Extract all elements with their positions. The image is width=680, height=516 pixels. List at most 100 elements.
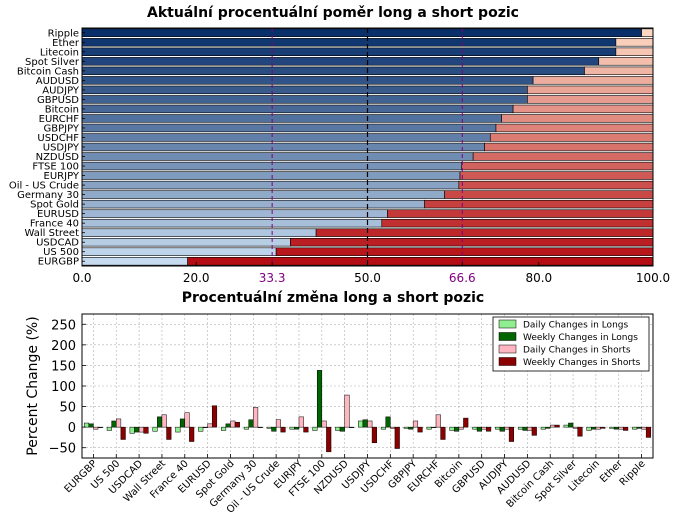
short-bar — [484, 142, 654, 152]
category-label: Oil - US Crude — [9, 181, 79, 192]
legend-swatch — [498, 319, 517, 329]
short-bar — [501, 114, 654, 123]
change-bar — [380, 426, 386, 430]
x-tick-label: 0.0 — [72, 271, 91, 285]
long-bar — [81, 28, 642, 37]
change-bar — [545, 426, 551, 429]
category-label: Spot Silver — [25, 57, 80, 68]
change-bar — [417, 426, 423, 433]
category-label: NZDUSD — [36, 152, 80, 163]
category-label: Litecoin — [40, 47, 79, 58]
change-bar — [499, 426, 505, 432]
change-bar — [211, 405, 218, 428]
long-bar — [81, 171, 461, 180]
change-bar — [179, 418, 186, 428]
short-bar — [641, 28, 654, 37]
short-bar — [527, 85, 654, 95]
change-bar — [152, 426, 158, 432]
change-bar — [349, 426, 355, 428]
change-bar — [316, 370, 323, 428]
change-bar — [280, 426, 286, 433]
long-bar — [81, 190, 445, 199]
change-bar — [522, 426, 528, 431]
change-bar — [321, 420, 327, 428]
category-label: AUDUSD — [36, 76, 80, 87]
change-bar — [234, 421, 240, 428]
change-bar — [189, 426, 195, 442]
long-bar — [81, 38, 617, 47]
category-label: Bitcoin — [45, 104, 79, 115]
category-label: Wall Street — [25, 228, 80, 239]
change-bar — [440, 426, 446, 440]
short-bar — [598, 57, 654, 66]
change-bar — [335, 426, 341, 431]
change-bar — [517, 426, 524, 430]
change-bar — [166, 426, 172, 440]
change-bar — [385, 416, 391, 428]
change-bar — [527, 426, 533, 431]
category-label: AUDJPY — [42, 85, 80, 96]
change-bar — [641, 426, 647, 430]
legend-swatch — [498, 332, 517, 341]
change-bar — [495, 426, 501, 430]
legend-label: Weekly Changes in Shorts — [523, 358, 641, 368]
bottom-y-axis-label: Percent Change (%) — [25, 316, 41, 455]
category-label: GBPJPY — [43, 123, 79, 134]
change-bar — [476, 426, 482, 432]
change-bar — [207, 423, 213, 428]
legend-swatch — [498, 344, 517, 354]
x-tick-label: 100.0 — [636, 271, 670, 285]
change-bar — [632, 426, 638, 430]
long-bar — [81, 247, 277, 256]
change-bar — [303, 426, 309, 433]
change-bar — [83, 422, 90, 428]
category-label: FTSE 100 — [32, 162, 79, 173]
change-bar — [243, 426, 249, 430]
change-bar — [591, 426, 597, 430]
short-bar — [187, 257, 654, 266]
change-bar — [157, 416, 163, 428]
change-bar — [463, 417, 469, 428]
change-bar — [508, 426, 514, 442]
change-bar — [577, 426, 583, 437]
change-bar — [248, 419, 254, 428]
change-bar — [221, 426, 227, 431]
category-label: USDCHF — [37, 133, 79, 144]
change-bar — [531, 426, 537, 436]
category-label: Ripple — [48, 28, 79, 39]
change-bar — [504, 426, 510, 430]
change-bar — [225, 423, 231, 428]
long-bar — [81, 85, 528, 95]
y-tick-label: 250 — [51, 318, 76, 333]
long-bar — [81, 237, 291, 247]
change-bar — [568, 422, 574, 428]
top-bars — [81, 28, 654, 266]
long-bar — [81, 57, 600, 66]
change-bar — [408, 426, 414, 430]
change-bar — [367, 420, 373, 428]
change-bar — [358, 420, 364, 428]
y-tick-label: 200 — [51, 339, 76, 354]
change-bar — [253, 407, 259, 428]
change-bar — [572, 426, 578, 429]
legend-label: Daily Changes in Shorts — [523, 346, 631, 356]
long-bar — [81, 95, 528, 104]
change-bar — [431, 426, 437, 428]
change-bar — [454, 426, 460, 432]
category-label: USDCAD — [36, 238, 79, 249]
long-bar — [81, 152, 474, 161]
category-label: France 40 — [30, 219, 79, 230]
bottom-grid — [82, 314, 653, 458]
change-bar — [623, 426, 629, 431]
change-bar — [116, 418, 122, 428]
top-x-ticks: 0.0 20.0 33.3 50.0 66.6 80.0 100.0 — [72, 262, 670, 285]
legend-swatch — [498, 357, 517, 366]
short-bar — [458, 180, 654, 190]
long-bar — [81, 218, 383, 228]
y-tick-label: 50 — [59, 401, 76, 416]
legend-label: Weekly Changes in Longs — [523, 333, 638, 343]
category-label: EURJPY — [44, 171, 80, 182]
